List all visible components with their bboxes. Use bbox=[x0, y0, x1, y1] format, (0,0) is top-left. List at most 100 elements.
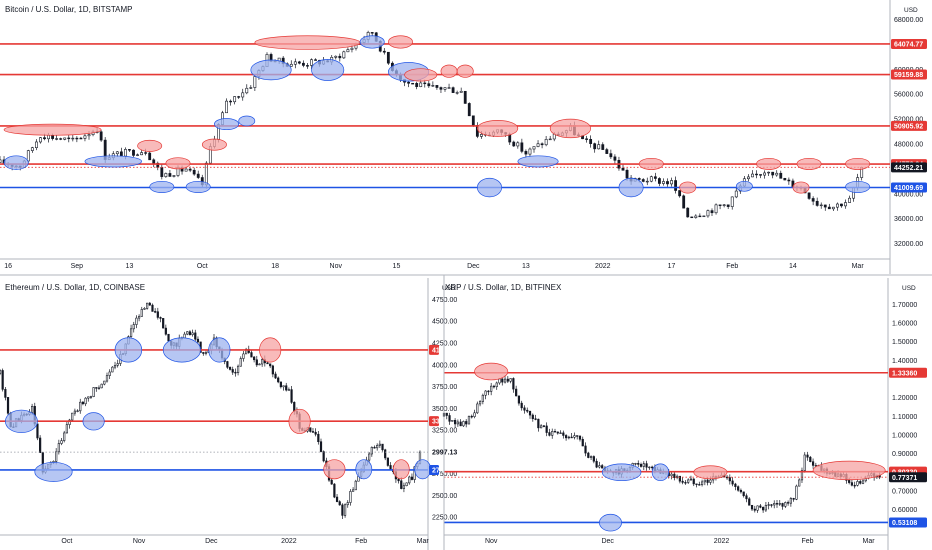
btc-candle-body bbox=[204, 162, 208, 186]
xrp-y-tick-label: 1.10000 bbox=[892, 414, 917, 421]
btc-support-zone-marker[interactable] bbox=[359, 35, 385, 49]
eth-resistance-zone-marker[interactable] bbox=[288, 408, 311, 434]
xrp-support-zone-marker[interactable] bbox=[601, 463, 642, 482]
xrp-candle-body bbox=[589, 456, 593, 458]
xrp-y-tick-label: 1.50000 bbox=[892, 339, 917, 346]
btc-support-zone-marker[interactable] bbox=[84, 155, 142, 168]
btc-candle-body bbox=[447, 87, 451, 89]
xrp-y-tick-label: 0.70000 bbox=[892, 488, 917, 495]
btc-resistance-zone-marker[interactable] bbox=[679, 181, 697, 194]
btc-candle-body bbox=[196, 173, 200, 178]
btc-candle-body bbox=[698, 215, 702, 218]
btc-resistance-zone-marker[interactable] bbox=[477, 120, 519, 137]
xrp-candle-body bbox=[745, 495, 748, 500]
btc-support-zone-marker[interactable] bbox=[250, 59, 292, 81]
eth-support-zone-marker[interactable] bbox=[208, 337, 231, 363]
btc-support-zone-marker[interactable] bbox=[185, 180, 211, 193]
eth-candle-body bbox=[111, 366, 114, 373]
btc-candle-body bbox=[350, 47, 354, 50]
eth-candle-body bbox=[274, 373, 277, 379]
eth-candle-body bbox=[60, 440, 63, 444]
xrp-candle-body bbox=[592, 456, 595, 462]
btc-support-zone-marker[interactable] bbox=[735, 180, 753, 192]
eth-candle-body bbox=[116, 363, 119, 366]
xrp-price-label: 0.53108 bbox=[892, 520, 917, 527]
btc-resistance-zone-marker[interactable] bbox=[404, 68, 438, 82]
btc-resistance-zone-marker[interactable] bbox=[254, 35, 361, 50]
eth-candle-body bbox=[335, 496, 339, 502]
xrp-resistance-zone-marker[interactable] bbox=[693, 465, 728, 480]
btc-resistance-zone-marker[interactable] bbox=[549, 118, 591, 139]
btc-resistance-zone-marker[interactable] bbox=[845, 157, 871, 170]
eth-resistance-zone-marker[interactable] bbox=[392, 459, 410, 480]
btc-candle-body bbox=[528, 148, 532, 155]
btc-resistance-zone-marker[interactable] bbox=[796, 157, 822, 170]
btc-candle-body bbox=[759, 174, 762, 176]
btc-resistance-zone-marker[interactable] bbox=[756, 157, 782, 170]
btc-candle-body bbox=[516, 142, 520, 147]
btc-resistance-zone-marker[interactable] bbox=[638, 157, 664, 170]
btc-support-zone-marker[interactable] bbox=[618, 177, 644, 198]
btc-resistance-zone-marker[interactable] bbox=[440, 64, 458, 78]
btc-candle-body bbox=[637, 178, 641, 180]
xrp-candle-body bbox=[795, 485, 798, 500]
xrp-y-tick-label: 0.90000 bbox=[892, 451, 917, 458]
btc-resistance-zone-marker[interactable] bbox=[165, 157, 191, 170]
xrp-y-tick-label: 1.70000 bbox=[892, 302, 917, 309]
xrp-candle-body bbox=[850, 482, 854, 486]
btc-candle-body bbox=[706, 210, 710, 217]
eth-support-zone-marker[interactable] bbox=[355, 459, 373, 480]
eth-candle-body bbox=[108, 371, 111, 376]
xrp-candle-body bbox=[540, 425, 543, 429]
xrp-support-zone-marker[interactable] bbox=[651, 463, 670, 482]
btc-resistance-zone-marker[interactable] bbox=[201, 138, 227, 151]
eth-support-zone-marker[interactable] bbox=[114, 337, 143, 363]
btc-resistance-zone-marker[interactable] bbox=[388, 35, 413, 49]
btc-candle-body bbox=[605, 149, 609, 154]
btc-candle-body bbox=[451, 87, 455, 93]
btc-support-zone-marker[interactable] bbox=[477, 177, 502, 198]
xrp-candle-body bbox=[476, 403, 479, 414]
btc-x-tick-label: Oct bbox=[197, 263, 208, 270]
eth-support-zone-marker[interactable] bbox=[5, 409, 38, 434]
eth-candle-body bbox=[84, 397, 87, 405]
btc-support-zone-marker[interactable] bbox=[517, 155, 559, 168]
btc-candle-body bbox=[524, 151, 528, 155]
btc-candle-body bbox=[119, 151, 123, 157]
xrp-x-tick-label: Feb bbox=[801, 538, 813, 545]
eth-support-zone-marker[interactable] bbox=[82, 412, 105, 431]
xrp-candle-body bbox=[542, 425, 545, 427]
btc-resistance-zone-marker[interactable] bbox=[3, 123, 102, 136]
eth-resistance-zone-marker[interactable] bbox=[259, 337, 282, 363]
eth-support-zone-marker[interactable] bbox=[34, 461, 73, 482]
xrp-support-zone-marker[interactable] bbox=[599, 513, 622, 532]
btc-candle-body bbox=[548, 138, 552, 141]
btc-resistance-zone-marker[interactable] bbox=[456, 64, 474, 78]
btc-candle-body bbox=[71, 137, 75, 140]
btc-candle-body bbox=[386, 51, 390, 64]
btc-support-zone-marker[interactable] bbox=[3, 155, 29, 170]
btc-x-tick-label: 18 bbox=[271, 263, 279, 270]
xrp-candle-body bbox=[764, 505, 767, 511]
btc-support-zone-marker[interactable] bbox=[238, 115, 256, 127]
btc-resistance-zone-marker[interactable] bbox=[792, 181, 810, 194]
btc-resistance-zone-marker[interactable] bbox=[137, 139, 163, 152]
btc-candle-body bbox=[710, 210, 714, 214]
eth-x-tick-label: Oct bbox=[61, 538, 72, 545]
xrp-candle-body bbox=[487, 390, 490, 393]
eth-resistance-zone-marker[interactable] bbox=[323, 459, 346, 480]
eth-candle-body bbox=[370, 446, 373, 455]
eth-support-zone-marker[interactable] bbox=[162, 337, 201, 363]
btc-support-zone-marker[interactable] bbox=[214, 118, 240, 131]
btc-support-zone-marker[interactable] bbox=[845, 180, 871, 193]
xrp-resistance-zone-marker[interactable] bbox=[474, 362, 509, 381]
btc-candle-body bbox=[415, 83, 419, 87]
eth-candle-body bbox=[0, 370, 2, 374]
btc-support-zone-marker[interactable] bbox=[149, 180, 175, 193]
xrp-resistance-zone-marker[interactable] bbox=[812, 460, 886, 481]
eth-support-zone-marker[interactable] bbox=[414, 459, 432, 480]
btc-candle-body bbox=[459, 90, 463, 93]
eth-candle-body bbox=[322, 451, 325, 462]
btc-candle-body bbox=[835, 203, 839, 208]
btc-support-zone-marker[interactable] bbox=[311, 59, 345, 81]
